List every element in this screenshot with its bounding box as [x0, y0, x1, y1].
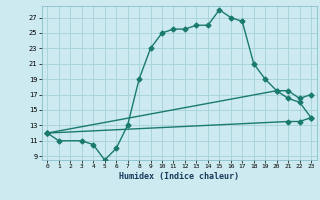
X-axis label: Humidex (Indice chaleur): Humidex (Indice chaleur): [119, 172, 239, 181]
